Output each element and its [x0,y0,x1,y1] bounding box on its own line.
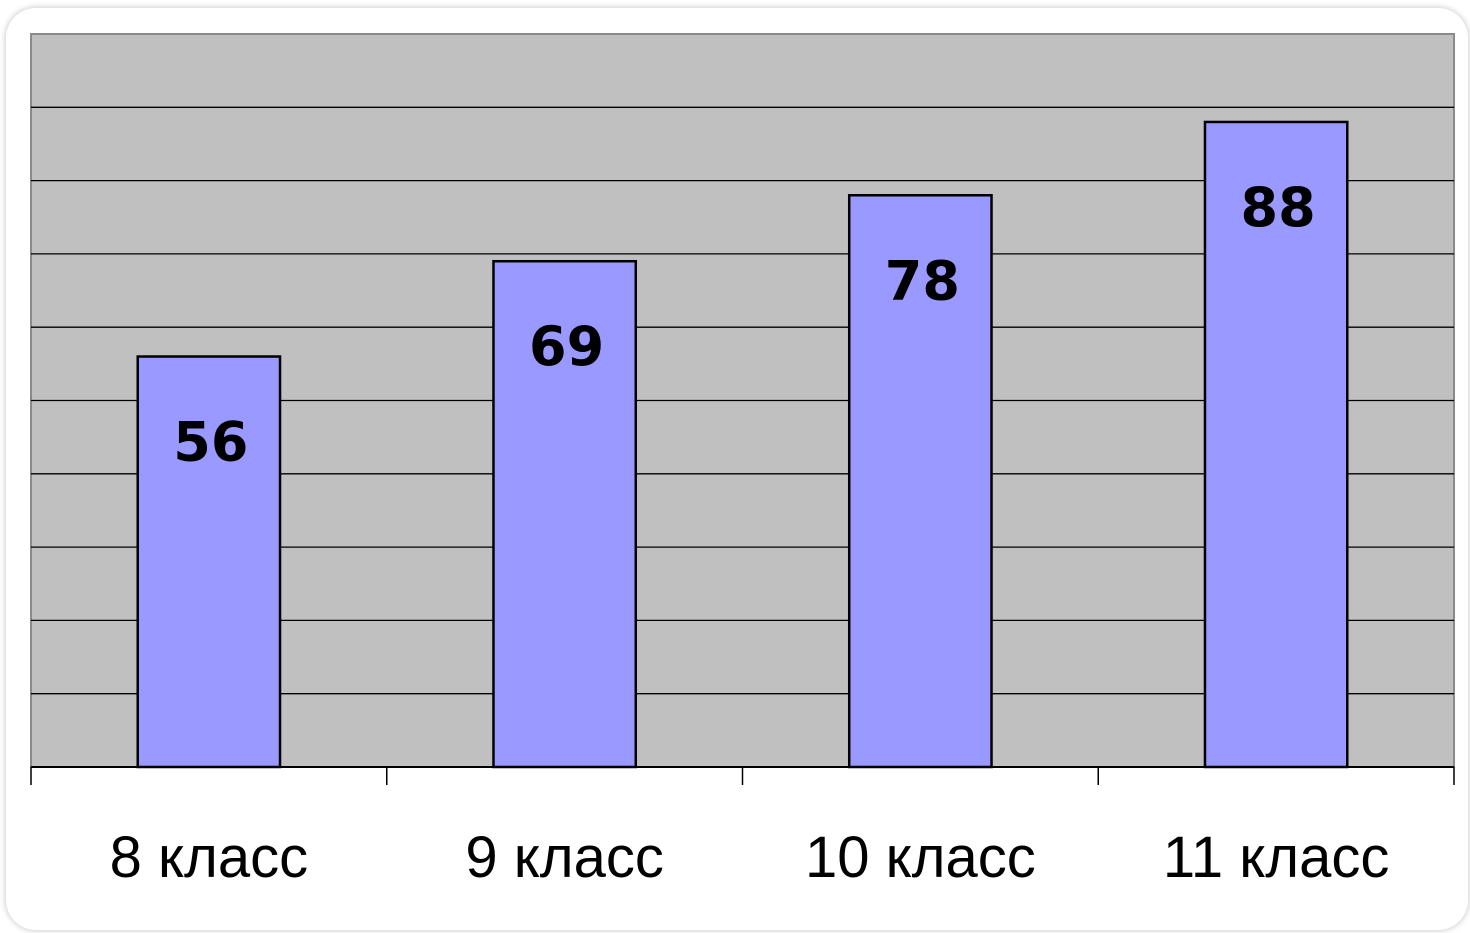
data-label: 69 [529,315,604,378]
data-label: 56 [173,411,248,474]
data-label: 88 [1241,176,1316,239]
category-labels: 8 класс 9 класс 10 класс 11 класс [110,825,1390,890]
data-labels: 56 69 78 88 [173,176,1315,474]
x-tick-label: 8 класс [110,825,309,890]
bar [847,194,993,769]
bars [136,120,1349,769]
data-label: 78 [885,249,960,312]
x-tick-label: 10 класс [805,825,1036,890]
bar [136,355,282,769]
x-tick-label: 11 класс [1163,825,1389,890]
bar [492,259,638,769]
x-axis [30,766,1455,785]
x-tick-label: 9 класс [465,825,664,890]
